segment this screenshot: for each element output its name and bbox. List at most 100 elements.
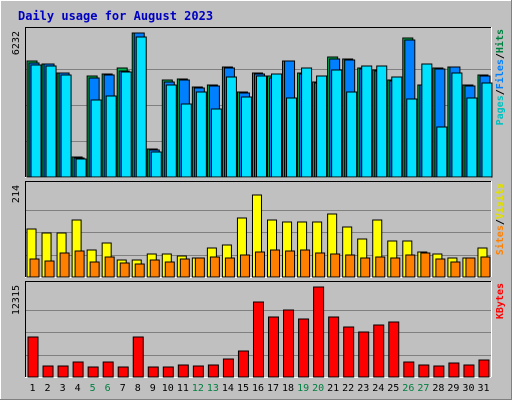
series-axis-label: Sites/Visits bbox=[494, 183, 506, 255]
bar-sites-day-10 bbox=[164, 261, 175, 278]
bar-pages-day-18 bbox=[286, 97, 298, 178]
bar-kbytes-day-1 bbox=[27, 336, 39, 378]
bar-pages-day-11 bbox=[180, 103, 192, 178]
x-tick-label: 5 bbox=[90, 383, 96, 394]
x-tick-label: 30 bbox=[462, 383, 474, 394]
bar-kbytes-day-22 bbox=[343, 326, 355, 378]
x-tick-label: 26 bbox=[402, 383, 414, 394]
x-tick-label: 22 bbox=[342, 383, 354, 394]
x-tick-label: 16 bbox=[252, 383, 264, 394]
bar-sites-day-31 bbox=[480, 256, 491, 278]
bar-sites-day-7 bbox=[119, 262, 130, 278]
bar-sites-day-19 bbox=[300, 249, 311, 278]
bar-sites-day-26 bbox=[405, 254, 416, 278]
bar-sites-day-14 bbox=[224, 257, 235, 278]
bar-kbytes-day-31 bbox=[478, 359, 490, 378]
bar-pages-day-29 bbox=[451, 72, 463, 178]
x-tick-label: 28 bbox=[432, 383, 444, 394]
bar-sites-day-18 bbox=[285, 250, 296, 278]
chart-title: Daily usage for August 2023 bbox=[18, 9, 213, 23]
x-tick-label: 7 bbox=[120, 383, 126, 394]
bar-pages-day-5 bbox=[90, 99, 102, 178]
bar-sites-day-22 bbox=[345, 254, 356, 278]
bar-kbytes-day-27 bbox=[418, 364, 430, 378]
x-tick-label: 4 bbox=[75, 383, 81, 394]
bar-kbytes-day-10 bbox=[162, 366, 174, 378]
bar-pages-day-1 bbox=[30, 64, 42, 178]
bar-sites-day-27 bbox=[420, 252, 431, 278]
series-axis-label: Pages/Files/Hits bbox=[494, 29, 506, 125]
bar-sites-day-30 bbox=[465, 257, 476, 278]
bar-sites-day-20 bbox=[315, 252, 326, 278]
bar-kbytes-day-9 bbox=[147, 366, 159, 378]
bar-kbytes-day-2 bbox=[42, 365, 54, 378]
bar-pages-day-17 bbox=[271, 73, 283, 178]
y-axis-max-label: 214 bbox=[11, 185, 22, 203]
axis-label-separator: / bbox=[495, 89, 506, 95]
bar-kbytes-day-17 bbox=[268, 316, 280, 378]
axis-label-separator: / bbox=[495, 219, 506, 225]
bar-sites-day-2 bbox=[44, 260, 55, 278]
bar-sites-day-8 bbox=[134, 263, 145, 278]
bar-sites-day-16 bbox=[254, 251, 265, 278]
axis-label-hits: Hits bbox=[494, 29, 506, 53]
bar-pages-day-4 bbox=[75, 158, 87, 178]
bar-kbytes-day-8 bbox=[132, 336, 144, 378]
bar-sites-day-15 bbox=[239, 254, 250, 278]
bar-kbytes-day-6 bbox=[102, 361, 114, 378]
x-tick-label: 20 bbox=[312, 383, 324, 394]
y-axis-max-label: 6232 bbox=[11, 31, 22, 55]
bar-sites-day-12 bbox=[194, 257, 205, 278]
bar-kbytes-day-21 bbox=[328, 316, 340, 378]
x-tick-label: 3 bbox=[60, 383, 66, 394]
bar-pages-day-28 bbox=[436, 126, 448, 178]
x-tick-label: 15 bbox=[237, 383, 249, 394]
axis-label-pages: Pages bbox=[495, 95, 506, 125]
bar-kbytes-day-18 bbox=[283, 309, 295, 378]
panel-sv: 214 Sites/Visits bbox=[11, 181, 506, 278]
x-tick-label: 24 bbox=[372, 383, 384, 394]
bar-pages-day-10 bbox=[165, 84, 177, 178]
x-tick-label: 6 bbox=[105, 383, 111, 394]
bar-pages-day-27 bbox=[421, 63, 433, 178]
x-tick-label: 10 bbox=[162, 383, 174, 394]
panel-kb: 12315 KBytes bbox=[11, 281, 506, 378]
axis-label-visits: Visits bbox=[494, 183, 506, 219]
bar-sites-day-1 bbox=[29, 258, 40, 278]
x-tick-label: 25 bbox=[387, 383, 399, 394]
bar-kbytes-day-7 bbox=[117, 366, 129, 378]
axis-label-kbytes: KBytes bbox=[495, 283, 506, 319]
x-tick-label: 19 bbox=[297, 383, 309, 394]
bar-kbytes-day-5 bbox=[87, 366, 99, 378]
x-tick-label: 27 bbox=[417, 383, 429, 394]
bar-pages-day-16 bbox=[255, 75, 267, 178]
bar-kbytes-day-12 bbox=[192, 365, 204, 378]
bar-kbytes-day-13 bbox=[207, 364, 219, 378]
bar-pages-day-26 bbox=[406, 98, 418, 178]
bar-pages-day-30 bbox=[466, 97, 478, 178]
bar-kbytes-day-24 bbox=[373, 324, 385, 378]
axis-label-files: Files bbox=[494, 59, 506, 89]
bar-sites-day-21 bbox=[330, 253, 341, 278]
x-axis-tick-labels: 1 2 3 4 5 6 7 8 9 10 11 12 13 14 15 16 17 18 19 20 21 22 23 24 2… bbox=[30, 383, 490, 394]
bar-sites-day-3 bbox=[59, 252, 70, 278]
x-tick-label: 18 bbox=[282, 383, 294, 394]
bar-pages-day-9 bbox=[150, 151, 162, 178]
bar-sites-day-9 bbox=[149, 259, 160, 278]
bar-sites-day-11 bbox=[179, 258, 190, 278]
x-tick-label: 12 bbox=[192, 383, 204, 394]
bar-kbytes-day-19 bbox=[298, 318, 310, 378]
x-tick-label: 14 bbox=[222, 383, 234, 394]
bar-pages-day-6 bbox=[105, 95, 117, 178]
axis-label-separator: / bbox=[495, 53, 506, 59]
x-tick-label: 13 bbox=[207, 383, 219, 394]
bar-sites-day-28 bbox=[435, 258, 446, 278]
bar-kbytes-day-11 bbox=[177, 364, 189, 378]
x-tick-label: 21 bbox=[327, 383, 339, 394]
x-tick-label: 9 bbox=[150, 383, 156, 394]
x-tick-label: 11 bbox=[177, 383, 189, 394]
bar-pages-day-19 bbox=[301, 67, 313, 178]
bar-kbytes-day-29 bbox=[448, 362, 460, 378]
